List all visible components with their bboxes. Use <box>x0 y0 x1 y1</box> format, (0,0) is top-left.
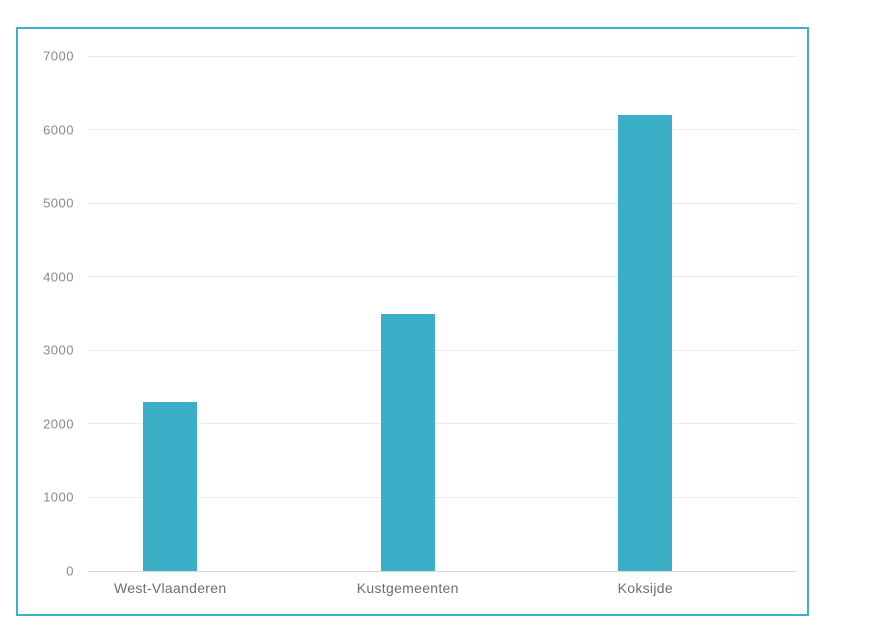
gridline <box>88 55 797 57</box>
gridline <box>88 276 797 278</box>
y-tick-label: 6000 <box>43 122 74 138</box>
y-tick-label: 7000 <box>43 48 74 64</box>
y-tick-label: 3000 <box>43 342 74 358</box>
gridline <box>88 496 797 498</box>
bar-koksijde <box>618 114 673 571</box>
y-tick-label: 0 <box>66 563 74 579</box>
x-tick-label-kustgemeenten: Kustgemeenten <box>356 580 459 596</box>
x-tick-label-koksijde: Koksijde <box>617 580 673 596</box>
y-tick-label: 5000 <box>43 195 74 211</box>
gridline <box>88 423 797 425</box>
gridline <box>88 202 797 204</box>
plot-area <box>88 55 797 572</box>
y-tick-label: 1000 <box>43 489 74 505</box>
y-tick-label: 2000 <box>43 416 74 432</box>
chart-frame: 0 1000 2000 3000 4000 5000 6000 7000 West-Vlaan… <box>16 27 809 616</box>
bar-kustgemeenten <box>380 313 435 571</box>
bar-west-vlaanderen <box>143 401 198 571</box>
x-tick-label-west-vlaanderen: West-Vlaanderen <box>114 580 227 596</box>
y-tick-label: 4000 <box>43 269 74 285</box>
gridline <box>88 129 797 131</box>
gridline <box>88 349 797 351</box>
zero-gridline <box>88 570 797 572</box>
